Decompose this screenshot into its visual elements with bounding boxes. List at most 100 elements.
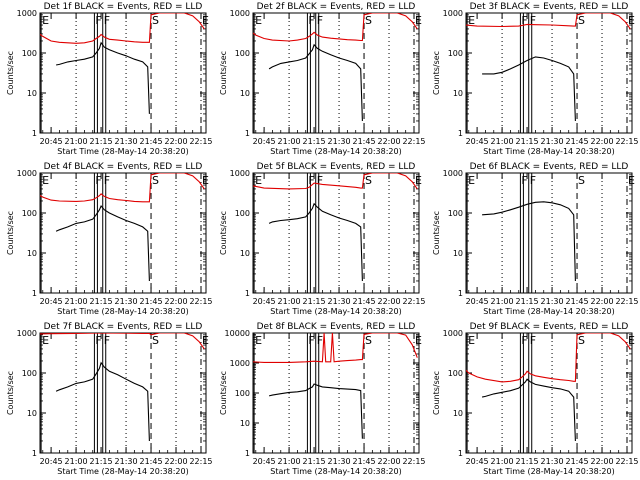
x-tick-label: 20:45: [466, 457, 489, 466]
x-tick-label: 22:15: [402, 457, 425, 466]
x-tick-label: 22:15: [402, 297, 425, 306]
plot-frame: [465, 172, 633, 294]
panel-1: Det 1f BLACK = Events, RED = LLD 1 10 100 10…: [6, 2, 213, 156]
y-tick-label: 1000: [17, 329, 37, 338]
y-tick-label: 1: [458, 129, 463, 138]
y-tick-label: 10: [27, 409, 37, 418]
x-tick-label: 21:30: [328, 137, 351, 146]
x-tick-label: 21:00: [65, 457, 88, 466]
marker-label: E: [468, 174, 475, 187]
y-tick-label: 1: [32, 129, 37, 138]
x-tick-label: 21:15: [516, 457, 539, 466]
x-tick-label: 21:15: [90, 457, 113, 466]
x-axis-label: Start Time (28-May-14 20:38:20): [57, 467, 188, 476]
x-tick-label: 21:30: [115, 457, 138, 466]
x-tick-label: 21:15: [516, 297, 539, 306]
marker-label: F: [317, 174, 323, 187]
x-tick-label: 22:00: [164, 457, 187, 466]
panel-5: Det 5f BLACK = Events, RED = LLD 1 10 100 10…: [219, 162, 426, 316]
x-tick-label: 21:00: [491, 297, 514, 306]
x-tick-label: 21:00: [491, 137, 514, 146]
series-red-line: [40, 173, 205, 203]
panel-title: Det 3f BLACK = Events, RED = LLD: [470, 2, 629, 12]
y-tick-label: 100: [235, 389, 250, 398]
x-tick-label: 21:30: [328, 297, 351, 306]
series-black-line: [268, 43, 363, 122]
x-axis-label: Start Time (28-May-14 20:38:20): [57, 307, 188, 316]
marker-label: F: [521, 14, 527, 27]
x-tick-label: 22:15: [189, 297, 212, 306]
marker-label: F: [530, 174, 536, 187]
y-tick-label: 1: [32, 289, 37, 298]
marker-label: E: [202, 334, 209, 347]
panel-title: Det 9f BLACK = Events, RED = LLD: [470, 322, 629, 332]
panel-title: Det 2f BLACK = Events, RED = LLD: [257, 2, 416, 12]
y-tick-label: 1: [458, 289, 463, 298]
x-tick-label: 21:15: [90, 137, 113, 146]
y-tick-label: 10: [27, 89, 37, 98]
marker-label: F: [317, 334, 323, 347]
y-tick-label: 100: [22, 49, 37, 58]
x-tick-label: 20:45: [40, 137, 63, 146]
marker-label: E: [255, 14, 262, 27]
plot-frame: [39, 172, 207, 294]
y-tick-label: 100: [235, 209, 250, 218]
y-axis-label: Counts/sec: [219, 51, 228, 95]
marker-label: S: [578, 174, 585, 187]
plot-frame: [252, 12, 420, 134]
marker-label: S: [578, 334, 585, 347]
x-axis-label: Start Time (28-May-14 20:38:20): [483, 147, 614, 156]
x-tick-label: 22:00: [164, 297, 187, 306]
x-tick-label: 21:00: [491, 457, 514, 466]
marker-label: S: [152, 334, 159, 347]
y-tick-label: 1: [245, 449, 250, 458]
x-tick-label: 22:15: [615, 457, 638, 466]
marker-label: E: [415, 14, 422, 27]
panel-2: Det 2f BLACK = Events, RED = LLD 1 10 100 10…: [219, 2, 426, 156]
x-tick-label: 22:00: [590, 297, 613, 306]
series-black-line: [268, 202, 363, 282]
marker-label: E: [255, 334, 262, 347]
x-tick-label: 22:00: [590, 137, 613, 146]
panel-4: Det 4f BLACK = Events, RED = LLD 1 10 100 10…: [6, 162, 213, 316]
y-tick-label: 10: [27, 249, 37, 258]
series-black-line: [268, 383, 363, 439]
y-tick-label: 100: [235, 49, 250, 58]
x-tick-label: 21:00: [278, 457, 301, 466]
y-tick-label: 1000: [230, 9, 250, 18]
marker-label: F: [95, 334, 101, 347]
x-tick-label: 22:15: [615, 297, 638, 306]
x-tick-label: 21:00: [278, 297, 301, 306]
marker-label: E: [42, 14, 49, 27]
x-tick-label: 21:15: [516, 137, 539, 146]
marker-label: E: [202, 174, 209, 187]
y-axis-label: Counts/sec: [6, 211, 15, 255]
x-tick-label: 21:00: [65, 137, 88, 146]
series-black-line: [481, 378, 576, 442]
marker-label: S: [152, 174, 159, 187]
series-black-line: [55, 204, 150, 282]
marker-label: E: [415, 334, 422, 347]
x-tick-label: 21:45: [566, 457, 589, 466]
panel-title: Det 1f BLACK = Events, RED = LLD: [44, 2, 203, 12]
x-tick-label: 20:45: [466, 137, 489, 146]
x-tick-label: 21:30: [328, 457, 351, 466]
y-tick-label: 10: [453, 409, 463, 418]
x-tick-label: 21:45: [353, 457, 376, 466]
x-tick-label: 21:30: [115, 137, 138, 146]
x-tick-label: 22:00: [590, 457, 613, 466]
x-tick-label: 20:45: [253, 137, 276, 146]
x-tick-label: 21:45: [566, 297, 589, 306]
marker-label: F: [308, 14, 314, 27]
x-tick-label: 21:00: [278, 137, 301, 146]
series-red-line: [466, 13, 631, 30]
x-tick-label: 20:45: [253, 457, 276, 466]
x-tick-label: 21:30: [115, 297, 138, 306]
x-tick-label: 21:15: [303, 457, 326, 466]
y-axis-label: Counts/sec: [432, 371, 441, 415]
x-tick-label: 21:45: [140, 457, 163, 466]
x-tick-label: 22:15: [189, 457, 212, 466]
x-tick-label: 22:00: [164, 137, 187, 146]
x-tick-label: 21:45: [140, 137, 163, 146]
x-tick-label: 20:45: [466, 297, 489, 306]
